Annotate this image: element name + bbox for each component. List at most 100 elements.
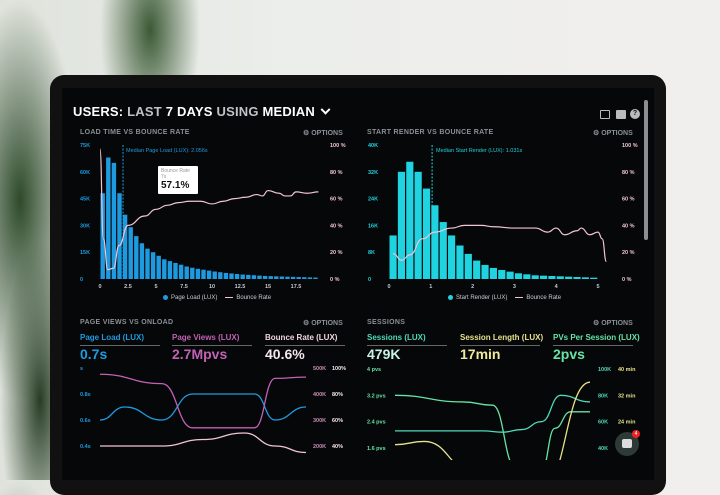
bar xyxy=(456,245,464,279)
x-tick-label: 3 xyxy=(513,284,516,290)
metric-value: 2.7Mpvs xyxy=(172,346,228,362)
bar xyxy=(514,273,523,279)
chevron-down-icon[interactable] xyxy=(320,104,331,115)
y-tick-label: 45K xyxy=(80,197,90,203)
bar xyxy=(307,277,313,279)
chat-button[interactable]: 4 xyxy=(615,430,640,456)
bar xyxy=(523,274,531,279)
page-title[interactable]: USERS: LAST 7 DAYS USING MEDIAN xyxy=(73,104,331,119)
options-button[interactable]: ⚙ OPTIONS xyxy=(303,319,343,327)
bar xyxy=(279,276,285,279)
y-tick-label: 0.8s xyxy=(80,392,91,398)
y2-tick-label: 60 % xyxy=(330,197,343,203)
monitor-icon[interactable] xyxy=(600,110,610,119)
series-line xyxy=(100,432,307,454)
y2-tick-label: 100K xyxy=(598,367,611,373)
scrollbar[interactable] xyxy=(644,100,648,240)
bar xyxy=(489,267,497,279)
y-tick-label: 32K xyxy=(368,170,378,176)
bar xyxy=(240,274,245,279)
bar xyxy=(296,277,301,279)
bar xyxy=(229,273,234,279)
y-tick-label: 3.2 pvs xyxy=(367,393,386,399)
page-views-chart: s 0.8s 0.6s 0.4s 500K 400K 300K 200K 100% 80% 60% 4… xyxy=(80,366,346,454)
panel-title: LOAD TIME VS BOUNCE RATE xyxy=(80,129,190,136)
bar xyxy=(590,277,598,279)
y3-tick-label: 24 min xyxy=(618,420,636,426)
y-tick-label: 4 pvs xyxy=(367,367,381,373)
y-tick-label: 0.4s xyxy=(80,444,91,450)
x-tick-label: 0 xyxy=(387,284,390,290)
x-tick-label: 0 xyxy=(98,284,101,290)
legend-item[interactable]: Bounce Rate xyxy=(526,295,562,302)
tooltip-x: 7s xyxy=(161,174,167,180)
metric-label: Sessions (LUX) xyxy=(367,333,447,346)
options-label: OPTIONS xyxy=(311,130,343,137)
y-tick-label: s xyxy=(80,366,83,372)
bar xyxy=(212,271,217,279)
bar xyxy=(581,277,589,279)
options-button[interactable]: ⚙ OPTIONS xyxy=(593,319,633,327)
y-tick-label: 15K xyxy=(80,250,90,256)
help-icon[interactable]: ? xyxy=(630,109,640,119)
tooltip: Bounce Rate 7s 57.1% xyxy=(158,166,198,194)
legend-swatch xyxy=(163,295,168,300)
x-tick-label: 5 xyxy=(154,284,157,290)
bounce-rate-line xyxy=(393,224,607,263)
bar xyxy=(195,268,201,279)
metric-value: 17min xyxy=(460,346,501,362)
y2-tick-label: 20 % xyxy=(622,250,635,256)
bar xyxy=(128,227,133,279)
bar xyxy=(206,270,212,279)
load-time-chart: 0 15K 30K 45K 60K 75K 0 % 20 % 40 % 60 % 80 % 100 %… xyxy=(80,143,346,290)
panel-title: START RENDER VS BOUNCE RATE xyxy=(367,129,494,136)
image-icon[interactable] xyxy=(616,110,626,119)
legend-swatch xyxy=(515,296,524,299)
legend-item[interactable]: Page Load (LUX) xyxy=(171,295,218,302)
y3-tick-label: 80% xyxy=(332,392,343,398)
options-label: OPTIONS xyxy=(311,320,343,327)
legend-item[interactable]: Start Render (LUX) xyxy=(456,295,508,302)
series-line xyxy=(394,394,591,433)
bar xyxy=(565,276,573,279)
bar xyxy=(268,276,273,279)
y-tick-label: 30K xyxy=(80,223,90,229)
y2-tick-label: 80 % xyxy=(330,170,343,176)
metric-value: 479K xyxy=(367,346,401,362)
bar xyxy=(473,260,481,279)
y3-tick-label: 32 min xyxy=(618,393,636,399)
bar xyxy=(156,255,161,279)
options-label: OPTIONS xyxy=(601,130,633,137)
y3-tick-label: 40 min xyxy=(618,367,636,373)
bar xyxy=(178,264,184,279)
x-tick-label: 1 xyxy=(429,284,432,290)
bar xyxy=(464,253,472,279)
metric-label: PVs Per Session (LUX) xyxy=(553,333,640,346)
title-prefix: USERS: xyxy=(73,104,124,119)
notification-badge: 4 xyxy=(632,430,640,438)
bar xyxy=(173,262,178,279)
y-tick-label: 0.6s xyxy=(80,418,91,424)
y2-tick-label: 0 % xyxy=(622,277,632,283)
x-tick-label: 17.5 xyxy=(291,284,302,290)
bar xyxy=(439,222,447,279)
y2-tick-label: 500K xyxy=(313,366,326,372)
title-text: LAST xyxy=(127,104,162,119)
y-tick-label: 24K xyxy=(368,197,378,203)
bar xyxy=(139,243,145,279)
gear-icon: ⚙ xyxy=(303,320,312,327)
metric-label: Session Length (LUX) xyxy=(460,333,543,346)
bar xyxy=(389,235,397,279)
bar xyxy=(406,161,414,279)
options-button[interactable]: ⚙ OPTIONS xyxy=(593,129,633,137)
y-tick-label: 40K xyxy=(368,143,378,149)
median-label: Median Start Render (LUX): 1.031s xyxy=(436,148,523,154)
bar xyxy=(506,271,514,279)
metric-value: 2pvs xyxy=(553,346,585,362)
options-button[interactable]: ⚙ OPTIONS xyxy=(303,129,343,137)
bar xyxy=(234,273,240,279)
tooltip-label: Bounce Rate xyxy=(161,168,190,174)
legend-item[interactable]: Bounce Rate xyxy=(236,295,272,302)
bar xyxy=(134,236,139,279)
gear-icon: ⚙ xyxy=(303,130,312,137)
